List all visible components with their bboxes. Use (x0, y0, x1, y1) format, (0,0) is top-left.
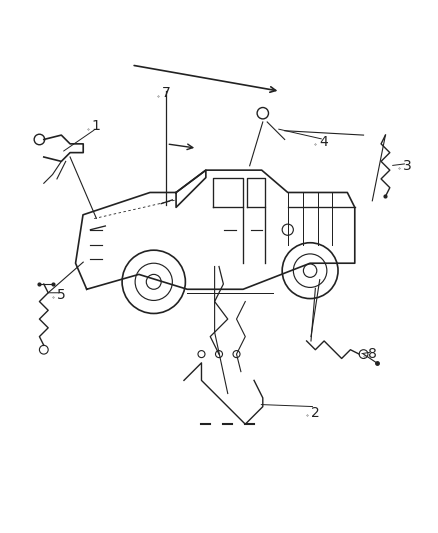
Text: 4: 4 (320, 135, 328, 149)
Text: 8: 8 (368, 347, 377, 361)
Text: 1: 1 (92, 119, 101, 133)
Text: 3: 3 (403, 159, 412, 173)
Circle shape (304, 264, 317, 277)
Text: 2: 2 (311, 406, 320, 420)
Circle shape (146, 274, 161, 289)
Text: 7: 7 (162, 86, 171, 101)
Text: 5: 5 (57, 288, 66, 302)
